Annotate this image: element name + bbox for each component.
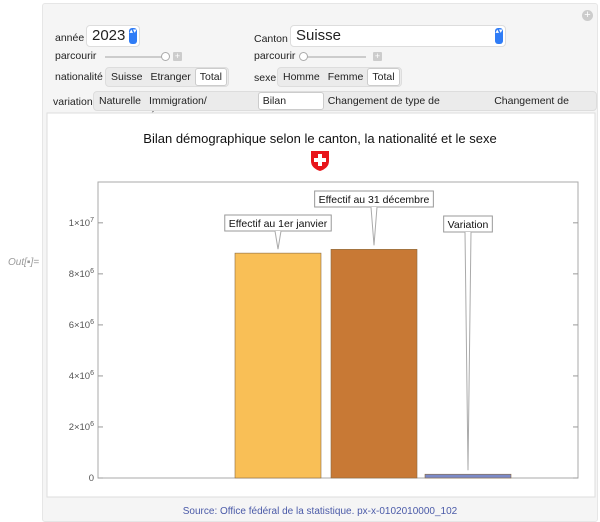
option-femme[interactable]: Femme: [327, 71, 364, 83]
bar-callout-label: Effectif au 31 décembre: [319, 194, 430, 206]
sexe-selector[interactable]: Homme Femme Total: [277, 67, 402, 87]
bar[interactable]: [234, 252, 322, 479]
sexe-label: sexe: [254, 72, 277, 84]
option-total[interactable]: Total: [367, 68, 400, 86]
slider-knob[interactable]: [161, 52, 170, 61]
variation-label: variation: [53, 96, 93, 108]
bar-callout-label: Effectif au 1er janvier: [229, 218, 328, 230]
parcourir-label: parcourir: [254, 50, 296, 62]
canton-select[interactable]: Suisse ▴▾: [290, 25, 506, 47]
y-tick-label: 2×106: [69, 421, 94, 433]
swiss-flag-icon: [311, 151, 329, 171]
option-etranger[interactable]: Etranger: [150, 71, 191, 83]
annee-value: 2023: [92, 27, 126, 44]
add-icon[interactable]: +: [582, 10, 593, 21]
callout-pointer: [370, 206, 378, 246]
bar[interactable]: [330, 249, 418, 479]
output-label: Out[▪]=: [8, 257, 40, 268]
y-tick-label: 1×107: [69, 217, 94, 229]
parcourir-label: parcourir: [55, 50, 97, 62]
option-homme[interactable]: Homme: [283, 71, 320, 83]
canton-value: Suisse: [296, 27, 342, 44]
callout-pointer: [464, 231, 472, 471]
annee-slider[interactable]: [105, 52, 170, 61]
slider-knob[interactable]: [299, 52, 308, 61]
spinner-icon: ▴▾: [129, 28, 137, 44]
y-tick-label: 0: [89, 473, 94, 484]
bar[interactable]: [424, 473, 512, 479]
source-note: Source: Office fédéral de la statistique…: [182, 506, 458, 517]
nationalite-selector[interactable]: Suisse Etranger Total: [105, 67, 229, 87]
chart-title: Bilan démographique selon le canton, la …: [143, 131, 496, 146]
y-tick-label: 6×106: [69, 319, 94, 331]
annee-label: année: [55, 32, 85, 44]
option-naturelle[interactable]: Naturelle: [99, 95, 142, 107]
y-tick-label: 8×106: [69, 268, 94, 280]
annee-select[interactable]: 2023 ▴▾: [86, 25, 140, 47]
nationalite-label: nationalité: [55, 71, 103, 83]
canton-slider[interactable]: [299, 52, 366, 61]
bar-callout-label: Variation: [448, 219, 489, 231]
spinner-icon: ▴▾: [495, 28, 503, 44]
option-total[interactable]: Total: [194, 68, 227, 86]
expand-icon[interactable]: +: [173, 51, 182, 61]
y-tick-label: 4×106: [69, 370, 94, 382]
callout-pointer: [274, 230, 282, 250]
expand-icon[interactable]: +: [373, 51, 382, 61]
option-suisse[interactable]: Suisse: [111, 71, 143, 83]
canton-label: Canton: [254, 33, 288, 45]
